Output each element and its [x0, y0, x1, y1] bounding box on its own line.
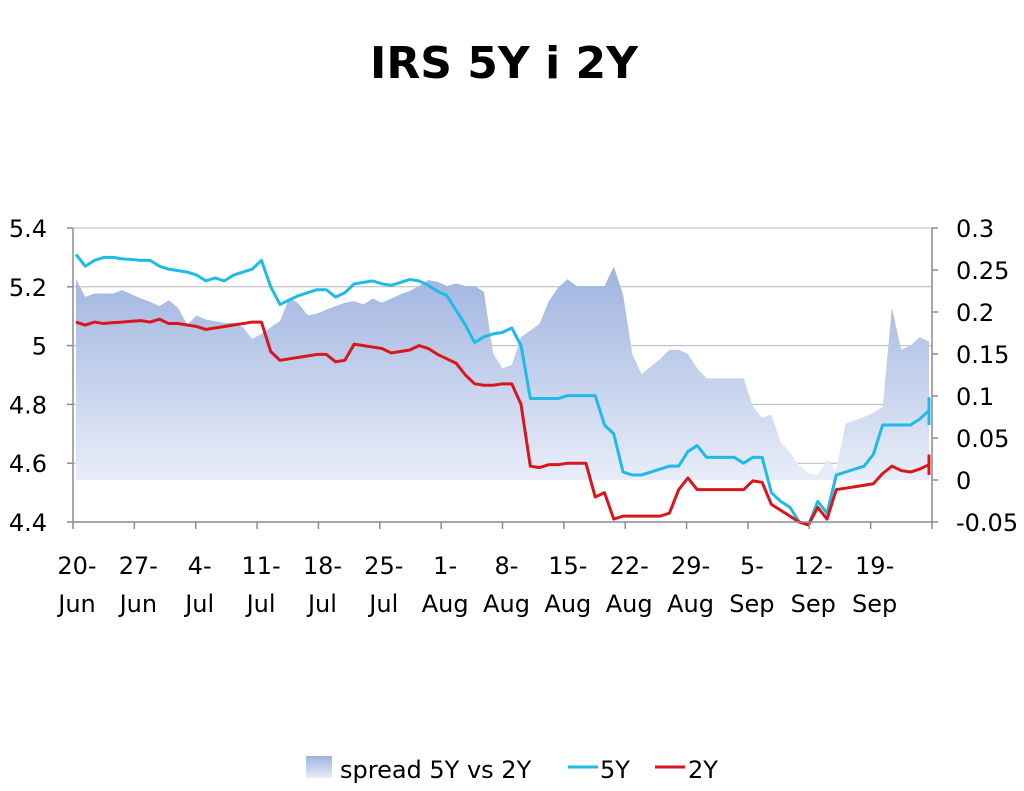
x-tick-label-day: 22- [610, 552, 649, 580]
left-tick-label: 5.4 [9, 215, 47, 243]
left-tick-label: 4.6 [9, 450, 47, 478]
x-tick-label-month: Aug [422, 590, 469, 618]
x-tick-label-day: 27- [119, 552, 158, 580]
x-tick-label-month: Aug [544, 590, 591, 618]
x-tick-label-month: Jul [306, 590, 337, 618]
spread-area-group [76, 266, 929, 480]
x-tick-label-day: 29- [671, 552, 710, 580]
right-tick-label: 0.15 [956, 341, 1009, 369]
x-tick-label-day: 18- [303, 552, 342, 580]
right-tick-label: 0.05 [956, 425, 1009, 453]
left-tick-label: 4.4 [9, 509, 47, 537]
right-tick-label: 0 [956, 467, 971, 495]
x-tick-label-month: Aug [667, 590, 714, 618]
legend-swatch-spread [306, 756, 332, 778]
left-tick-label: 5.2 [9, 274, 47, 302]
left-axis-ticks: 5.4 5.2 5 4.8 4.6 4.4 [9, 215, 73, 537]
x-axis-ticks: 20- Jun 27- Jun 4- Jul 11- Jul 18- Jul 25- Jul 1- Aug… [56, 522, 933, 618]
right-axis-ticks: 0.3 0.25 0.2 0.15 0.1 0.05 0 -0.05 [932, 215, 1018, 537]
x-tick-label-month: Jul [245, 590, 276, 618]
x-tick-label-day: 15- [548, 552, 587, 580]
x-tick-label-day: 20- [57, 552, 96, 580]
x-tick-label-month: Aug [606, 590, 653, 618]
x-tick-label-month: Sep [791, 590, 836, 618]
legend-label-2y: 2Y [688, 756, 718, 784]
x-tick-label-day: 4- [188, 552, 212, 580]
x-tick-label-day: 8- [495, 552, 519, 580]
x-tick-label-month: Jul [367, 590, 398, 618]
legend-label-spread: spread 5Y vs 2Y [340, 756, 532, 784]
x-tick-label-month: Sep [729, 590, 774, 618]
right-tick-label: -0.05 [956, 509, 1018, 537]
right-tick-label: 0.2 [956, 299, 994, 327]
x-tick-label-month: Jun [118, 590, 158, 618]
left-tick-label: 5 [32, 333, 47, 361]
right-tick-label: 0.25 [956, 257, 1009, 285]
right-tick-label: 0.1 [956, 383, 994, 411]
x-tick-label-month: Jun [56, 590, 96, 618]
x-tick-label-month: Sep [852, 590, 897, 618]
x-tick-label-day: 1- [433, 552, 457, 580]
legend: spread 5Y vs 2Y 5Y 2Y [306, 756, 718, 784]
chart-title: IRS 5Y i 2Y [370, 38, 639, 89]
x-tick-label-day: 19- [855, 552, 894, 580]
legend-label-5y: 5Y [600, 756, 630, 784]
right-tick-label: 0.3 [956, 215, 994, 243]
x-tick-label-day: 5- [740, 552, 764, 580]
series-spread-area [76, 266, 929, 480]
x-tick-label-month: Jul [183, 590, 214, 618]
x-tick-label-day: 12- [794, 552, 833, 580]
x-tick-label-day: 25- [364, 552, 403, 580]
left-tick-label: 4.8 [9, 391, 47, 419]
x-tick-label-month: Aug [483, 590, 530, 618]
x-tick-label-day: 11- [241, 552, 280, 580]
